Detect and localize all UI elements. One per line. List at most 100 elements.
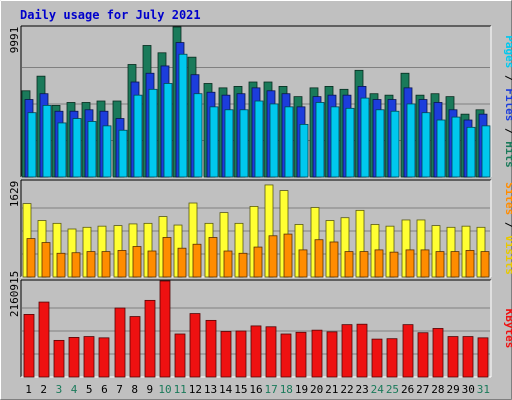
bar-kbytes-day-14	[220, 331, 232, 378]
bar-pages-day-27	[421, 112, 431, 178]
bar-kbytes-day-3	[53, 339, 65, 378]
legend-hits-part-3: /	[503, 121, 512, 141]
x-tick-day-14: 14	[219, 383, 233, 396]
bar-kbytes-day-29	[447, 336, 459, 378]
x-tick-day-20: 20	[310, 383, 323, 396]
bar-pages-day-3	[57, 122, 67, 178]
bar-sites-day-28	[435, 251, 445, 278]
bar-kbytes-day-21	[326, 331, 338, 378]
x-tick-day-1: 1	[25, 383, 32, 396]
bar-sites-day-30	[465, 250, 475, 278]
bar-pages-day-31	[481, 125, 491, 178]
y-max-label-visits: 1629	[8, 181, 21, 208]
x-tick-day-15: 15	[234, 383, 247, 396]
bar-kbytes-day-23	[356, 323, 368, 378]
bar-kbytes-day-5	[83, 336, 95, 378]
bar-kbytes-day-8	[129, 316, 141, 378]
bar-kbytes-day-24	[371, 338, 383, 378]
bar-kbytes-day-13	[205, 319, 217, 378]
plot-panels	[20, 25, 492, 378]
bar-sites-day-21	[329, 241, 339, 278]
bar-pages-day-10	[163, 83, 173, 178]
bar-sites-day-25	[389, 251, 399, 278]
bar-pages-day-15	[239, 109, 249, 178]
bar-pages-day-5	[87, 121, 97, 178]
legend-hits-part-4: Hits	[503, 141, 512, 168]
bar-pages-day-16	[254, 100, 264, 178]
bar-sites-day-17	[268, 235, 278, 278]
bar-sites-day-3	[56, 252, 66, 278]
bar-pages-day-11	[178, 53, 188, 178]
bar-pages-day-25	[390, 110, 400, 178]
legend-hits-part-1: /	[503, 68, 512, 88]
x-tick-day-6: 6	[101, 383, 108, 396]
x-tick-day-21: 21	[325, 383, 338, 396]
chart-title: Daily usage for July 2021	[20, 8, 201, 22]
x-tick-day-5: 5	[86, 383, 93, 396]
bar-pages-day-24	[375, 109, 385, 178]
bar-pages-day-12	[193, 93, 203, 178]
bar-sites-day-24	[374, 249, 384, 278]
y-max-label-kbytes: 2160915	[8, 271, 21, 317]
x-tick-day-24: 24	[371, 383, 385, 396]
bar-sites-day-26	[405, 249, 415, 278]
legend-hits-part-0: Pages	[503, 35, 512, 68]
legend-visits-part-0: Sites	[503, 182, 512, 215]
legends: Pages / Files / Hits Sites / Visits KBytes	[503, 35, 512, 348]
bar-kbytes-day-1	[23, 314, 35, 378]
bar-pages-day-9	[148, 88, 158, 178]
x-tick-day-12: 12	[189, 383, 202, 396]
x-tick-day-17: 17	[265, 383, 278, 396]
bar-kbytes-day-28	[432, 328, 444, 378]
bar-kbytes-day-11	[174, 333, 186, 378]
bar-sites-day-16	[253, 246, 263, 278]
bar-pages-day-1	[27, 112, 37, 178]
bar-kbytes-day-6	[98, 337, 110, 378]
bar-sites-day-15	[238, 252, 248, 278]
bar-pages-day-23	[360, 97, 370, 178]
bar-pages-day-30	[466, 126, 476, 178]
x-tick-day-9: 9	[147, 383, 154, 396]
bar-kbytes-day-12	[189, 313, 201, 378]
x-tick-day-29: 29	[446, 383, 459, 396]
x-tick-day-13: 13	[204, 383, 217, 396]
bar-pages-day-8	[133, 94, 143, 178]
bar-pages-day-22	[345, 107, 355, 178]
bar-sites-day-31	[480, 251, 490, 278]
x-tick-day-3: 3	[56, 383, 63, 396]
bar-pages-day-19	[299, 123, 309, 178]
x-tick-day-26: 26	[401, 383, 414, 396]
legend-visits-part-2: Visits	[503, 235, 512, 275]
bar-sites-day-12	[192, 243, 202, 278]
bar-kbytes-day-7	[114, 307, 126, 378]
bar-pages-day-7	[118, 129, 128, 178]
bar-sites-day-22	[344, 251, 354, 278]
bar-pages-day-6	[102, 125, 112, 178]
bar-kbytes-day-2	[38, 301, 50, 378]
bar-sites-day-10	[162, 237, 172, 278]
x-tick-day-19: 19	[295, 383, 308, 396]
bar-kbytes-day-9	[144, 299, 156, 378]
bar-sites-day-20	[314, 239, 324, 278]
bar-kbytes-day-18	[280, 333, 292, 378]
bar-kbytes-day-19	[295, 331, 307, 378]
bar-pages-day-17	[269, 103, 279, 178]
legend-visits: Sites / Visits	[503, 182, 512, 275]
bar-kbytes-day-4	[68, 337, 80, 378]
bar-kbytes-day-27	[417, 332, 429, 378]
bar-sites-day-14	[223, 250, 233, 278]
x-tick-day-4: 4	[71, 383, 78, 396]
bar-kbytes-day-20	[311, 329, 323, 378]
bar-kbytes-day-25	[386, 338, 398, 378]
bar-sites-day-9	[147, 250, 157, 278]
legend-hits: Pages / Files / Hits	[503, 35, 512, 168]
bar-sites-day-1	[26, 238, 36, 278]
bar-sites-day-23	[359, 251, 369, 278]
x-tick-labels: 1 2 3 4 5 6 7 8 9 10 11 12 13 14 15 16 17 18 19 20 21 22 23 24 2…	[25, 383, 490, 396]
bar-sites-day-7	[117, 250, 127, 278]
bar-sites-day-6	[101, 251, 111, 278]
x-tick-day-8: 8	[131, 383, 138, 396]
bar-sites-day-27	[420, 249, 430, 278]
x-tick-day-22: 22	[340, 383, 353, 396]
